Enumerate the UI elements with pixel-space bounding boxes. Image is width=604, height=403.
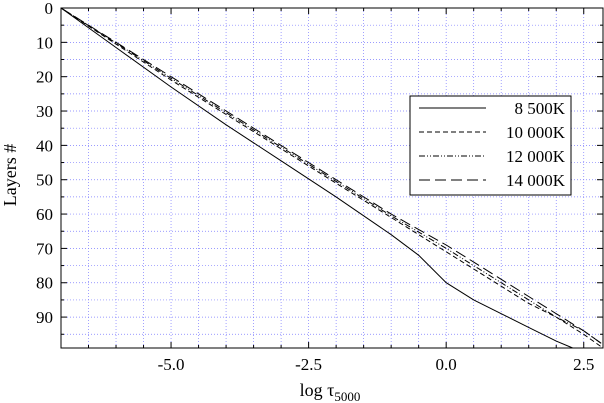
legend-box — [409, 95, 572, 196]
legend-label-3: 12 000K — [506, 147, 566, 166]
y-tick-label: 10 — [36, 33, 53, 52]
axis-ticks — [61, 8, 603, 348]
y-axis-label: Layers # — [0, 144, 20, 206]
x-tick-label: 0.0 — [436, 355, 457, 374]
y-tick-label: 20 — [36, 68, 53, 87]
x-tick-label: -5.0 — [158, 355, 185, 374]
tick-labels: -5.0 -2.5 0.0 2.5 0 10 20 30 40 50 60 70 80 90 — [36, 0, 594, 374]
legend-label-4: 14 000K — [506, 171, 566, 190]
y-tick-label: 90 — [36, 308, 53, 327]
series-line-1 — [60, 7, 573, 349]
y-tick-label: 30 — [36, 102, 53, 121]
y-tick-label: 0 — [45, 0, 54, 18]
x-axis-label-subscript: 5000 — [334, 389, 360, 403]
grid — [61, 8, 603, 348]
series-line-4 — [60, 7, 604, 346]
x-axis-label: log τ5000 — [300, 380, 361, 403]
legend: 8 500K 10 000K 12 000K 14 000K — [409, 95, 572, 196]
plot-frame — [60, 7, 604, 349]
y-tick-label: 40 — [36, 136, 53, 155]
x-tick-label: -2.5 — [295, 355, 322, 374]
y-tick-label: 60 — [36, 205, 53, 224]
y-tick-label: 70 — [36, 239, 53, 258]
y-tick-label: 80 — [36, 274, 53, 293]
series-line-3 — [60, 7, 604, 346]
x-tick-label: 2.5 — [573, 355, 594, 374]
y-tick-label: 50 — [36, 171, 53, 190]
legend-label-2: 10 000K — [506, 123, 566, 142]
legend-label-1: 8 500K — [514, 99, 565, 118]
series-group — [60, 7, 604, 349]
